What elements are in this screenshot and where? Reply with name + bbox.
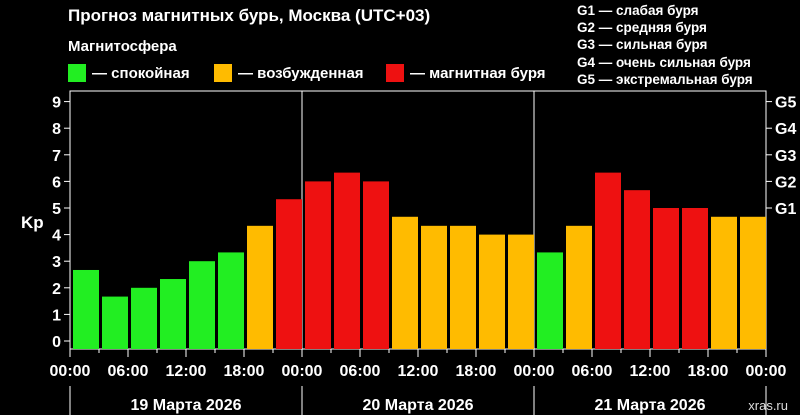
g-tick-label: G1 <box>775 201 796 218</box>
x-tick-label: 12:00 <box>630 363 671 380</box>
g-legend-g4: G4 — очень сильная буря <box>577 54 751 70</box>
chart-title: Прогноз магнитных бурь, Москва (UTC+03) <box>68 6 431 25</box>
y-tick-label: 3 <box>52 254 61 271</box>
day-label: 20 Марта 2026 <box>363 397 474 414</box>
legend-active-label: — возбужденная <box>238 64 364 82</box>
g-legend-g2: G2 — средняя буря <box>577 20 707 36</box>
kp-bar <box>711 216 737 349</box>
kp-bar <box>624 190 650 349</box>
kp-bar <box>566 225 592 349</box>
kp-bar <box>305 181 331 349</box>
x-tick-label: 18:00 <box>688 363 729 380</box>
kp-bar <box>131 287 157 349</box>
kp-bar <box>508 234 534 349</box>
g-tick-label: G4 <box>775 121 796 138</box>
x-tick-label: 00:00 <box>514 363 555 380</box>
g-scale-legend: G1 — слабая буря G2 — средняя буря G3 — … <box>577 2 753 88</box>
y-tick-label: 9 <box>52 95 61 112</box>
kp-bar <box>363 181 389 349</box>
x-tick-label: 06:00 <box>108 363 149 380</box>
x-tick-label: 06:00 <box>340 363 381 380</box>
y-tick-label: 7 <box>52 148 61 165</box>
x-tick-label: 00:00 <box>746 363 787 380</box>
legend-active-swatch <box>214 64 232 82</box>
x-tick-label: 00:00 <box>282 363 323 380</box>
magnetosphere-label: Магнитосфера <box>68 38 177 55</box>
y-tick-label: 0 <box>52 334 61 351</box>
g-tick-label: G3 <box>775 148 796 165</box>
y-tick-label: 8 <box>52 121 61 138</box>
kp-bar <box>537 252 563 349</box>
y-tick-label: 2 <box>52 281 61 298</box>
kp-bar <box>392 216 418 349</box>
kp-bar <box>189 261 215 349</box>
day-label: 21 Марта 2026 <box>595 397 706 414</box>
site-credit: xras.ru <box>748 398 788 413</box>
kp-bar <box>334 172 360 349</box>
x-tick-label: 12:00 <box>166 363 207 380</box>
kp-bar <box>653 208 679 349</box>
legend-storm: — магнитная буря <box>386 63 546 83</box>
day-label: 19 Марта 2026 <box>131 397 242 414</box>
kp-bar <box>276 199 302 349</box>
kp-bar <box>682 208 708 349</box>
kp-bar <box>595 172 621 349</box>
g-legend-g5: G5 — экстремальная буря <box>577 71 753 87</box>
legend-quiet-swatch <box>68 64 86 82</box>
kp-bar <box>450 225 476 349</box>
kp-bar <box>421 225 447 349</box>
kp-bar <box>218 252 244 349</box>
kp-bar <box>160 279 186 349</box>
legend-storm-swatch <box>386 64 404 82</box>
x-tick-label: 18:00 <box>456 363 497 380</box>
g-tick-label: G5 <box>775 95 796 112</box>
kp-bar <box>73 269 99 349</box>
y-tick-label: 6 <box>52 174 61 191</box>
kp-bar <box>740 216 766 349</box>
y-tick-label: 4 <box>52 228 61 245</box>
kp-bar <box>247 225 273 349</box>
g-tick-label: G2 <box>775 174 796 191</box>
x-tick-label: 06:00 <box>572 363 613 380</box>
y-tick-label: 1 <box>52 307 61 324</box>
legend-storm-label: — магнитная буря <box>410 64 546 82</box>
legend-quiet: — спокойная <box>68 63 190 83</box>
y-tick-label: 5 <box>52 201 61 218</box>
y-axis-label: Kp <box>21 213 44 232</box>
kp-bar <box>102 296 128 349</box>
x-tick-label: 12:00 <box>398 363 439 380</box>
g-legend-g1: G1 — слабая буря <box>577 3 699 18</box>
g-legend-g3: G3 — сильная буря <box>577 37 708 53</box>
legend-quiet-label: — спокойная <box>92 64 190 82</box>
legend-active: — возбужденная <box>214 63 364 83</box>
x-tick-label: 00:00 <box>50 363 91 380</box>
x-tick-label: 18:00 <box>224 363 265 380</box>
kp-bar <box>479 234 505 349</box>
